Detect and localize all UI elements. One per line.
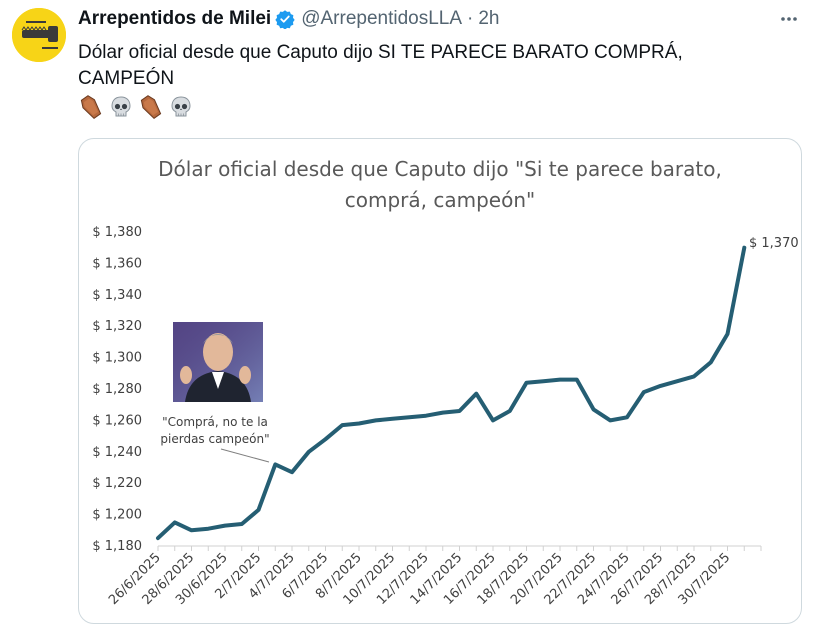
chart-title-line-2: comprá, campeón" bbox=[345, 188, 535, 212]
annotation-line-1: "Comprá, no te la bbox=[162, 415, 268, 429]
tweet-text: Dólar oficial desde que Caputo dijo SI T… bbox=[78, 42, 683, 89]
y-tick-label: $ 1,320 bbox=[92, 319, 142, 334]
timestamp[interactable]: 2h bbox=[478, 8, 500, 29]
annotation-line-2: pierdas campeón" bbox=[160, 432, 269, 446]
chart-title-line-1: Dólar oficial desde que Caputo dijo "Si … bbox=[158, 157, 722, 181]
annotation-leader-line bbox=[220, 448, 270, 463]
skull-icon bbox=[108, 94, 134, 120]
skull-icon bbox=[168, 94, 194, 120]
emoji-row bbox=[78, 94, 194, 120]
y-tick-label: $ 1,280 bbox=[92, 382, 142, 397]
line-chart: Dólar oficial desde que Caputo dijo "Si … bbox=[92, 157, 799, 608]
y-axis: $ 1,180 $ 1,200 $ 1,220 $ 1,240 $ 1,260 $ 1,2… bbox=[92, 225, 142, 554]
more-options-button[interactable] bbox=[774, 6, 804, 32]
series-line bbox=[156, 245, 747, 541]
y-tick-label: $ 1,180 bbox=[92, 539, 142, 554]
chart-series bbox=[156, 245, 747, 541]
y-tick-label: $ 1,380 bbox=[92, 225, 142, 240]
chainsaw-logo-icon bbox=[12, 8, 66, 62]
coffin-icon bbox=[138, 94, 164, 120]
verified-badge-icon bbox=[275, 9, 295, 30]
y-tick-label: $ 1,340 bbox=[92, 288, 142, 303]
annotation: "Comprá, no te la pierdas campeón" bbox=[160, 322, 270, 463]
tweet-header: Arrepentidos de Milei @ArrepentidosLLA ·… bbox=[78, 8, 500, 30]
y-tick-label: $ 1,260 bbox=[92, 413, 142, 428]
coffin-icon bbox=[78, 94, 104, 120]
separator-dot: · bbox=[467, 8, 474, 29]
display-name[interactable]: Arrepentidos de Milei bbox=[78, 8, 272, 29]
y-tick-label: $ 1,360 bbox=[92, 256, 142, 271]
avatar[interactable] bbox=[12, 8, 66, 62]
more-dots-icon bbox=[781, 17, 797, 21]
last-point-label: $ 1,370 bbox=[749, 236, 799, 251]
y-tick-label: $ 1,200 bbox=[92, 508, 142, 523]
caputo-photo-icon bbox=[173, 322, 263, 402]
media-card[interactable]: Dólar oficial desde que Caputo dijo "Si … bbox=[78, 138, 802, 624]
y-tick-label: $ 1,240 bbox=[92, 445, 142, 460]
x-axis: 26/6/202528/6/202530/6/20252/7/20254/7/2… bbox=[106, 545, 762, 608]
y-tick-label: $ 1,220 bbox=[92, 476, 142, 491]
y-tick-label: $ 1,300 bbox=[92, 351, 142, 366]
user-handle[interactable]: @ArrepentidosLLA bbox=[301, 8, 463, 29]
